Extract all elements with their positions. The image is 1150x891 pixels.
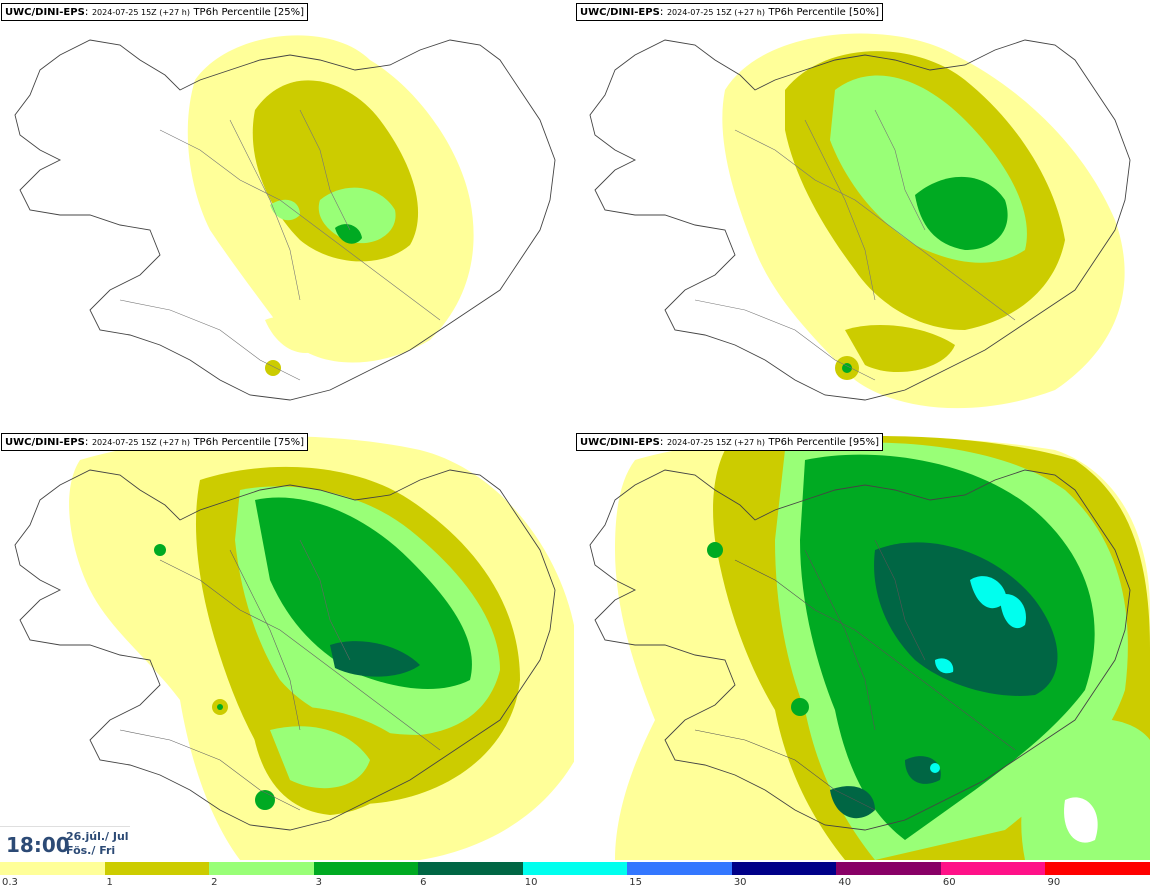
field-name: TP6h Percentile [25%] [193, 7, 305, 18]
model-name: UWC/DINI-EPS [580, 437, 660, 448]
precip-map-p50 [589, 33, 1131, 409]
legend-swatch [313, 862, 419, 875]
map-panel-p25: UWC/DINI-EPS: 2024-07-25 15Z (+27 h) TP6… [0, 0, 575, 430]
panel-title: UWC/DINI-EPS: 2024-07-25 15Z (+27 h) TP6… [1, 3, 309, 21]
model-name: UWC/DINI-EPS [5, 437, 85, 448]
legend-swatch [418, 862, 523, 875]
model-name: UWC/DINI-EPS [5, 7, 85, 18]
run-time: 2024-07-25 15Z (+27 h) [666, 438, 765, 447]
legend-tick: 1 [106, 877, 113, 888]
valid-time-box: 18:00 26.júl./ Jul Fös./ Fri [0, 826, 130, 861]
panel-title: UWC/DINI-EPS: 2024-07-25 15Z (+27 h) TP6… [576, 433, 884, 451]
color-legend: 0.3 1 2 3 6 10 15 30 40 60 90 [0, 862, 1150, 891]
legend-tick: 15 [629, 877, 642, 888]
valid-date: 26.júl./ Jul Fös./ Fri [66, 830, 129, 858]
legend-tick: 10 [524, 877, 538, 888]
legend-swatch [836, 862, 941, 875]
legend-swatch [627, 862, 732, 875]
run-time: 2024-07-25 15Z (+27 h) [91, 8, 190, 17]
run-time: 2024-07-25 15Z (+27 h) [666, 8, 765, 17]
precip-map-p95 [575, 430, 1150, 860]
precip-map-p75 [0, 430, 575, 860]
field-name: TP6h Percentile [75%] [193, 437, 305, 448]
field-name: TP6h Percentile [95%] [768, 437, 880, 448]
run-time: 2024-07-25 15Z (+27 h) [91, 438, 190, 447]
panel-divider [574, 0, 576, 860]
legend-tick: 3 [315, 877, 322, 888]
legend-swatch [104, 862, 210, 875]
valid-time: 18:00 [6, 833, 70, 857]
model-name: UWC/DINI-EPS [580, 7, 660, 18]
legend-tick: 90 [1047, 877, 1061, 888]
legend-swatch [731, 862, 837, 875]
legend-tick: 60 [942, 877, 956, 888]
legend-tick: 0.3 [2, 877, 18, 888]
legend-swatch [522, 862, 628, 875]
legend-swatch [209, 862, 314, 875]
legend-tick: 6 [420, 877, 427, 888]
legend-tick: 30 [733, 877, 747, 888]
valid-date-line1: 26.júl./ Jul [66, 830, 129, 843]
legend-swatch [940, 862, 1046, 875]
map-panel-p50: UWC/DINI-EPS: 2024-07-25 15Z (+27 h) TP6… [575, 0, 1150, 430]
map-panel-p95: UWC/DINI-EPS: 2024-07-25 15Z (+27 h) TP6… [575, 430, 1150, 860]
field-name: TP6h Percentile [50%] [768, 7, 880, 18]
panel-title: UWC/DINI-EPS: 2024-07-25 15Z (+27 h) TP6… [1, 433, 309, 451]
legend-swatch [1045, 862, 1150, 875]
legend-tick: 40 [838, 877, 852, 888]
valid-date-line2: Fös./ Fri [66, 844, 116, 857]
panel-title: UWC/DINI-EPS: 2024-07-25 15Z (+27 h) TP6… [576, 3, 884, 21]
legend-tick: 2 [211, 877, 218, 888]
legend-swatch [0, 862, 105, 875]
precip-map-p25 [14, 35, 556, 401]
map-panel-p75: UWC/DINI-EPS: 2024-07-25 15Z (+27 h) TP6… [0, 430, 575, 860]
